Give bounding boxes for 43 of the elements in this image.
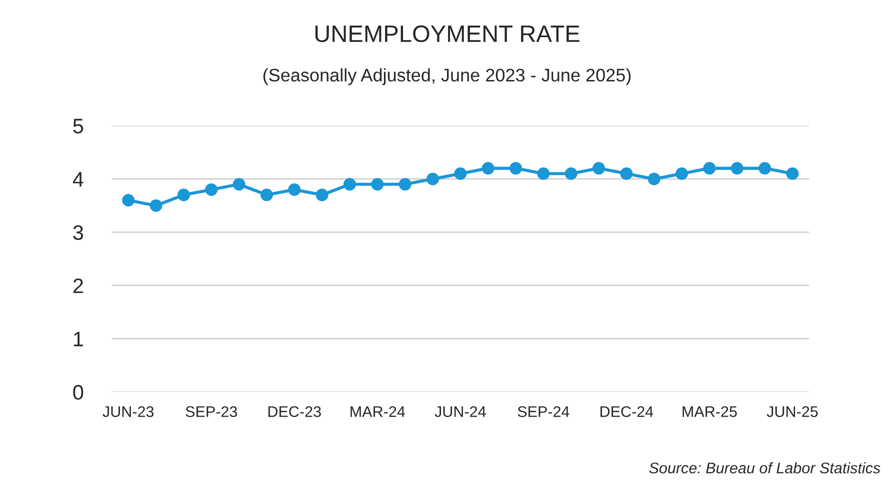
y-tick-label: 3 bbox=[73, 225, 84, 240]
point bbox=[343, 178, 356, 191]
chart-subtitle: (Seasonally Adjusted, June 2023 - June 2025) bbox=[263, 68, 631, 86]
point bbox=[316, 188, 328, 202]
point bbox=[454, 167, 467, 180]
x-tick-label: MAR-25 bbox=[682, 406, 737, 418]
point bbox=[676, 167, 688, 180]
y-tick-label: 4 bbox=[72, 172, 84, 187]
point bbox=[371, 178, 384, 191]
x-tick-label: JUN-23 bbox=[102, 406, 154, 418]
point bbox=[648, 172, 660, 186]
point bbox=[205, 183, 218, 196]
point bbox=[150, 199, 162, 212]
x-tick-label: JUN-25 bbox=[766, 406, 818, 418]
point bbox=[703, 162, 716, 175]
point bbox=[564, 167, 578, 180]
point bbox=[177, 188, 190, 202]
point bbox=[122, 194, 135, 207]
point bbox=[730, 162, 744, 175]
point bbox=[426, 172, 439, 186]
x-tick-label: DEC-23 bbox=[268, 406, 321, 418]
source-note: Source: Bureau of Labor Statistics bbox=[649, 462, 880, 474]
point bbox=[510, 162, 522, 175]
point bbox=[398, 178, 412, 191]
x-tick-label: DEC-24 bbox=[600, 406, 654, 418]
y-tick-label: 0 bbox=[73, 384, 84, 400]
x-tick-label: SEP-24 bbox=[518, 406, 570, 418]
point bbox=[482, 162, 494, 175]
chart-title: UNEMPLOYMENT RATE bbox=[315, 25, 580, 42]
point bbox=[232, 178, 246, 191]
point bbox=[537, 167, 550, 180]
y-tick-label: 2 bbox=[73, 278, 83, 293]
x-tick-label: SEP-23 bbox=[186, 406, 238, 418]
point bbox=[620, 167, 633, 180]
y-tick-label: 1 bbox=[74, 332, 83, 346]
point bbox=[758, 162, 772, 175]
point bbox=[786, 167, 799, 180]
point bbox=[288, 183, 301, 196]
point bbox=[260, 188, 273, 202]
y-tick-label: 5 bbox=[73, 118, 84, 134]
point bbox=[592, 162, 606, 175]
x-tick-label: MAR-24 bbox=[350, 406, 405, 417]
x-tick-label: JUN-24 bbox=[434, 406, 486, 418]
